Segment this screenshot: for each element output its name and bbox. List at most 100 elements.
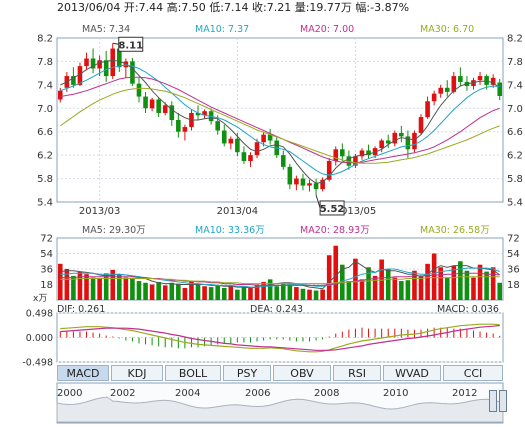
candle-body	[267, 134, 273, 141]
volume-bar	[353, 258, 358, 300]
candle-body	[241, 152, 247, 161]
price-ytick-left: 7.0	[37, 104, 53, 115]
candle-body	[392, 132, 398, 144]
volume-ytick-right: 36	[507, 265, 520, 276]
candle-body	[444, 87, 450, 92]
candle-body	[307, 183, 312, 186]
volume-bar	[123, 277, 129, 300]
candle-body	[497, 82, 503, 96]
volume-bar	[189, 281, 194, 300]
tab-wvad[interactable]: WVAD	[383, 365, 441, 381]
candle-body	[490, 77, 496, 85]
volume-bar	[143, 282, 148, 300]
candle-body	[228, 138, 234, 144]
timeline-year-2004: 2004	[175, 388, 201, 399]
candle-body	[77, 66, 83, 85]
candle-body	[385, 140, 391, 144]
candle-body	[136, 83, 142, 97]
volume-bar	[235, 289, 240, 300]
volume-bar	[438, 267, 443, 300]
volume-bar	[64, 269, 70, 300]
tab-obv[interactable]: OBV	[273, 365, 331, 381]
candle-body	[326, 161, 332, 180]
macd-ytick-left: 0.498	[26, 309, 53, 320]
quote-close: 收:7.21	[252, 1, 292, 14]
candle-body	[221, 130, 227, 144]
volume-bar	[162, 285, 168, 300]
timeline-year-2000: 2000	[57, 388, 83, 399]
volume-ma5-label: MA5: 29.30万	[82, 225, 146, 236]
tab-macd[interactable]: MACD	[57, 365, 109, 381]
quote-volume: 量:19.77万	[294, 1, 352, 14]
candle-body	[195, 112, 201, 116]
volume-bar	[451, 265, 457, 300]
range-handle-left[interactable]	[489, 390, 497, 412]
volume-bar	[359, 279, 365, 300]
volume-bar	[130, 278, 135, 300]
volume-bar	[136, 281, 142, 300]
volume-bar	[412, 270, 417, 300]
tab-boll[interactable]: BOLL	[165, 365, 221, 381]
volume-bar	[366, 267, 371, 300]
volume-bar	[208, 287, 214, 300]
price-ma-line-ma30	[60, 87, 500, 164]
price-ma-line-ma5	[60, 59, 501, 184]
volume-bar	[97, 278, 102, 300]
volume-bar	[149, 284, 155, 300]
candle-body	[57, 90, 63, 100]
volume-bar	[392, 277, 398, 300]
timeline-year-2010: 2010	[383, 388, 409, 399]
price-ma10-label: MA10: 7.37	[195, 24, 250, 35]
volume-bar	[84, 274, 89, 300]
volume-bar	[195, 284, 201, 300]
volume-bar	[484, 271, 489, 300]
volume-bar	[320, 289, 325, 300]
price-annotation-leader	[315, 194, 321, 209]
volume-bar	[294, 287, 299, 300]
candle-body	[477, 76, 483, 81]
volume-bar	[418, 275, 424, 300]
price-annotation-box	[118, 36, 144, 52]
candle-body	[353, 156, 358, 166]
tab-rsi[interactable]: RSI	[333, 365, 381, 381]
volume-ytick-left: 18	[40, 280, 53, 291]
candle-body	[287, 166, 293, 185]
tab-psy[interactable]: PSY	[223, 365, 271, 381]
price-ytick-left: 6.2	[37, 151, 53, 162]
volume-bar	[431, 253, 437, 300]
range-handle-right[interactable]	[499, 390, 507, 412]
tab-cci[interactable]: CCI	[443, 365, 503, 381]
volume-bar	[228, 285, 234, 300]
price-annotation-leader	[112, 42, 119, 45]
candle-body	[117, 48, 122, 68]
timeline-year-2006: 2006	[245, 388, 271, 399]
quote-change: 幅:-3.87%	[355, 1, 410, 14]
price-annotation-box	[319, 200, 345, 216]
volume-bar	[169, 282, 175, 300]
candle-body	[248, 155, 253, 161]
candle-body	[261, 134, 266, 143]
candle-body	[359, 150, 365, 157]
volume-bar	[464, 270, 470, 300]
volume-bar	[471, 277, 476, 300]
macd-dea-label: DEA: 0.243	[250, 304, 304, 315]
volume-bar	[307, 289, 312, 300]
volume-bar	[254, 284, 260, 300]
volume-bar	[248, 287, 253, 300]
quote-header: 2013/06/04 开:7.44 高:7.50 低:7.14 收:7.21 量…	[57, 2, 409, 14]
tab-kdj[interactable]: KDJ	[111, 365, 163, 381]
candle-body	[143, 96, 148, 109]
candle-body	[451, 76, 457, 92]
price-annotation-label: 8.11	[118, 40, 143, 51]
candle-body	[340, 149, 345, 157]
volume-bar	[90, 277, 96, 300]
macd-ytick-left: 0.000	[26, 333, 53, 344]
volume-bar	[385, 269, 391, 300]
price-ytick-left: 6.6	[37, 127, 53, 138]
volume-ytick-right: 18	[507, 280, 520, 291]
candle-body	[235, 138, 240, 153]
volume-ytick-left: 72	[40, 234, 53, 245]
volume-bar	[117, 274, 122, 300]
timeline-sparkline	[56, 396, 504, 423]
candle-body	[412, 132, 417, 150]
